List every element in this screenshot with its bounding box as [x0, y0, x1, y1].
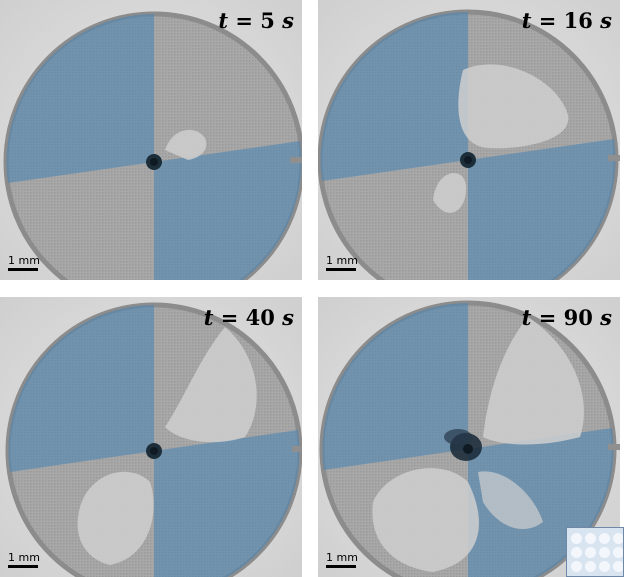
- time-label: t = 90 s: [522, 305, 612, 330]
- time-label: t = 16 s: [522, 8, 612, 33]
- scale-label: 1 mm: [8, 551, 40, 564]
- droplet-frame-image: [0, 297, 302, 577]
- droplet-frame-image: [318, 297, 620, 577]
- droplet-frame-image: [318, 0, 620, 280]
- time-unit: s: [282, 305, 294, 330]
- scale-line: [8, 565, 38, 568]
- time-value: 16: [563, 8, 593, 33]
- time-variable: t: [521, 8, 532, 33]
- frame-panel-3: t = 40 s 1 mm: [0, 297, 302, 577]
- mesh-pattern-inset: [566, 527, 624, 577]
- droplet-frame-image: [0, 0, 302, 280]
- frame-panel-1: t = 5 s 1 mm: [0, 0, 302, 280]
- scale-bar: 1 mm: [326, 552, 358, 568]
- time-variable: t: [203, 305, 214, 330]
- inset-dot: [585, 561, 596, 572]
- scale-line: [326, 268, 356, 271]
- time-unit: s: [600, 8, 612, 33]
- time-unit: s: [282, 8, 294, 33]
- scale-line: [8, 268, 38, 271]
- time-equals: =: [531, 305, 564, 330]
- time-equals: =: [531, 8, 564, 33]
- time-label: t = 5 s: [218, 8, 294, 33]
- scale-label: 1 mm: [326, 254, 358, 267]
- inset-dot: [613, 561, 623, 572]
- scale-label: 1 mm: [8, 254, 40, 267]
- time-label: t = 40 s: [204, 305, 294, 330]
- inset-dot: [585, 547, 596, 558]
- time-value: 90: [563, 305, 593, 330]
- inset-dot: [613, 547, 623, 558]
- inset-dot: [571, 533, 582, 544]
- time-value: 5: [260, 8, 275, 33]
- time-value: 40: [245, 305, 275, 330]
- scale-line: [326, 565, 356, 568]
- inset-dot: [599, 533, 610, 544]
- time-unit: s: [600, 305, 612, 330]
- scale-label: 1 mm: [326, 551, 358, 564]
- inset-dot: [585, 533, 596, 544]
- time-equals: =: [213, 305, 246, 330]
- scale-bar: 1 mm: [326, 255, 358, 271]
- inset-dot: [613, 533, 623, 544]
- inset-dot: [599, 561, 610, 572]
- inset-dot: [599, 547, 610, 558]
- time-equals: =: [228, 8, 261, 33]
- inset-dot: [571, 547, 582, 558]
- scale-bar: 1 mm: [8, 552, 40, 568]
- scale-bar: 1 mm: [8, 255, 40, 271]
- frame-panel-2: t = 16 s 1 mm: [318, 0, 620, 280]
- time-variable: t: [521, 305, 532, 330]
- time-variable: t: [218, 8, 229, 33]
- inset-dot: [571, 561, 582, 572]
